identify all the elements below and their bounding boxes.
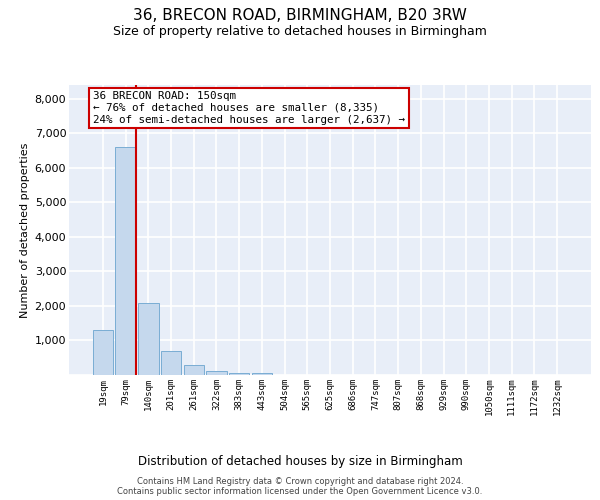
Text: 36 BRECON ROAD: 150sqm
← 76% of detached houses are smaller (8,335)
24% of semi-: 36 BRECON ROAD: 150sqm ← 76% of detached… [93, 92, 405, 124]
Bar [184, 364, 204, 375]
Y-axis label: Number of detached properties: Number of detached properties [20, 142, 31, 318]
Bar [93, 330, 113, 375]
Text: Contains public sector information licensed under the Open Government Licence v3: Contains public sector information licen… [118, 487, 482, 496]
Text: Distribution of detached houses by size in Birmingham: Distribution of detached houses by size … [137, 454, 463, 468]
Bar [161, 351, 181, 375]
Text: 36, BRECON ROAD, BIRMINGHAM, B20 3RW: 36, BRECON ROAD, BIRMINGHAM, B20 3RW [133, 8, 467, 22]
Text: Size of property relative to detached houses in Birmingham: Size of property relative to detached ho… [113, 25, 487, 38]
Bar [206, 370, 227, 375]
Bar [115, 147, 136, 375]
Text: Contains HM Land Registry data © Crown copyright and database right 2024.: Contains HM Land Registry data © Crown c… [137, 477, 463, 486]
Bar [229, 372, 250, 375]
Bar [138, 302, 158, 375]
Bar [251, 372, 272, 375]
